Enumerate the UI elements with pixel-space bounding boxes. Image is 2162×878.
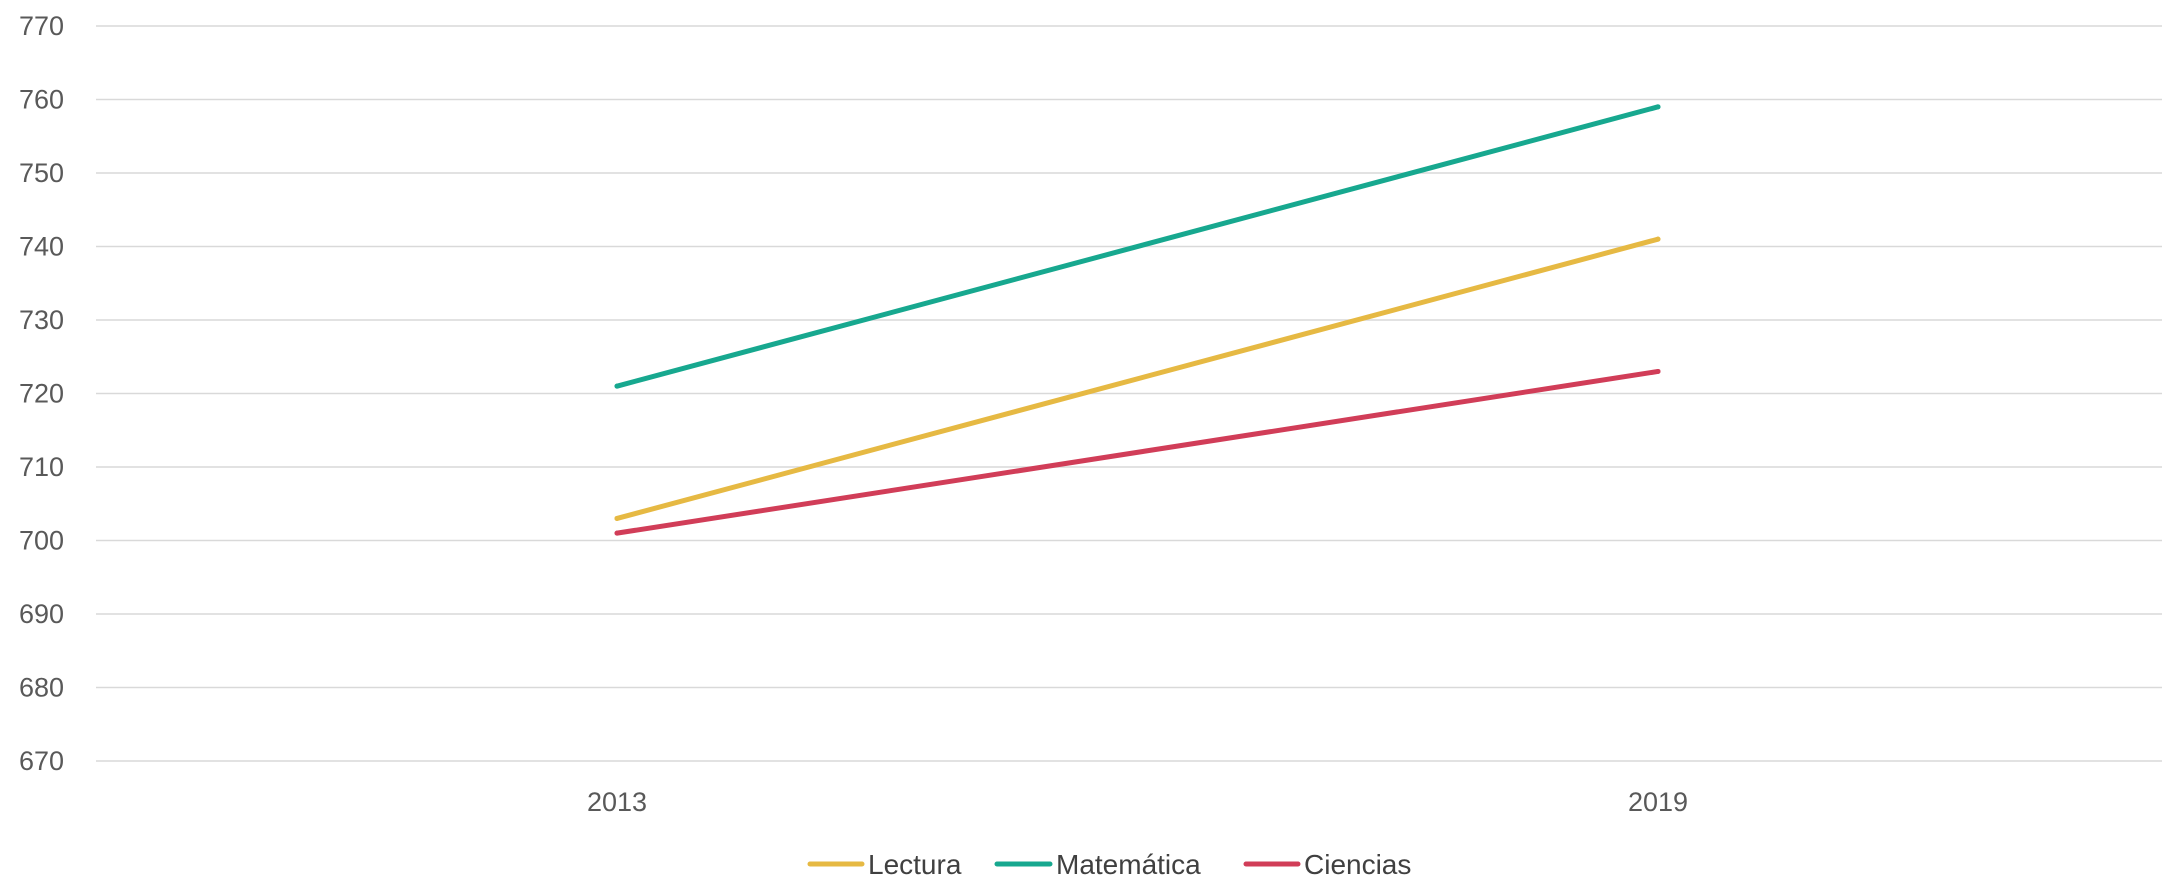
y-tick-label: 690 (19, 599, 64, 629)
x-axis-ticks: 2013 2019 (587, 787, 1688, 817)
y-tick-label: 700 (19, 526, 64, 556)
series-line (614, 104, 1661, 389)
data-point (614, 383, 620, 389)
y-tick-label: 750 (19, 158, 64, 188)
legend-item: Matemática (994, 849, 1201, 878)
data-point (614, 530, 620, 536)
series-line (614, 236, 1661, 521)
y-tick-label: 730 (19, 305, 64, 335)
y-tick-label: 740 (19, 232, 64, 262)
legend-label: Ciencias (1304, 849, 1411, 878)
legend-label: Lectura (868, 849, 962, 878)
y-axis-ticks: 670 680 690 700 710 720 730 740 750 760 770 (19, 11, 64, 776)
data-point (614, 515, 620, 521)
y-tick-label: 670 (19, 746, 64, 776)
series-lectura (614, 236, 1661, 521)
y-tick-label: 710 (19, 452, 64, 482)
y-tick-label: 760 (19, 85, 64, 115)
data-point (1655, 236, 1661, 242)
legend: Lectura Matemática Ciencias (807, 849, 1411, 878)
y-tick-label: 770 (19, 11, 64, 41)
data-point (1655, 368, 1661, 374)
y-tick-label: 680 (19, 673, 64, 703)
legend-label: Matemática (1056, 849, 1201, 878)
y-tick-label: 720 (19, 379, 64, 409)
series-lines (614, 104, 1661, 536)
x-tick-label: 2019 (1628, 787, 1688, 817)
legend-item: Lectura (807, 849, 962, 878)
data-point (1655, 104, 1661, 110)
legend-item: Ciencias (1243, 849, 1411, 878)
series-ciencias (614, 368, 1661, 536)
series-line (614, 368, 1661, 536)
gridlines (96, 25, 2162, 762)
x-tick-label: 2013 (587, 787, 647, 817)
series-matemática (614, 104, 1661, 389)
